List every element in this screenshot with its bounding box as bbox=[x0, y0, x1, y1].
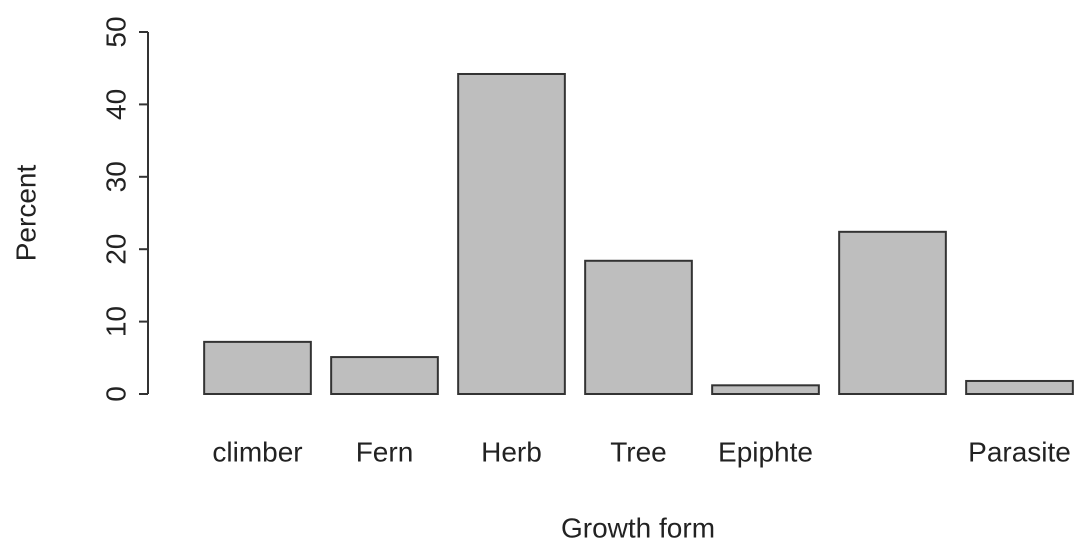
y-tick-label: 50 bbox=[100, 16, 131, 47]
x-tick-label: Parasite bbox=[968, 436, 1071, 467]
bar bbox=[457, 72, 566, 395]
x-tick-label: Herb bbox=[481, 436, 542, 467]
y-tick-label: 40 bbox=[100, 89, 131, 120]
bar bbox=[203, 340, 312, 396]
bar bbox=[330, 356, 439, 395]
x-tick-label: Fern bbox=[356, 436, 414, 467]
bar bbox=[711, 384, 820, 396]
bar bbox=[965, 379, 1074, 395]
x-axis-label: Growth form bbox=[561, 512, 715, 543]
x-tick-label: climber bbox=[212, 436, 302, 467]
y-tick-label: 20 bbox=[100, 234, 131, 265]
y-axis-label: Percent bbox=[10, 165, 41, 262]
y-tick-label: 10 bbox=[100, 306, 131, 337]
x-tick-label: Epiphte bbox=[718, 436, 813, 467]
y-tick-label: 0 bbox=[100, 386, 131, 402]
bar bbox=[584, 259, 693, 395]
y-tick-label: 30 bbox=[100, 161, 131, 192]
x-tick-label: Tree bbox=[610, 436, 667, 467]
bar bbox=[838, 230, 947, 395]
